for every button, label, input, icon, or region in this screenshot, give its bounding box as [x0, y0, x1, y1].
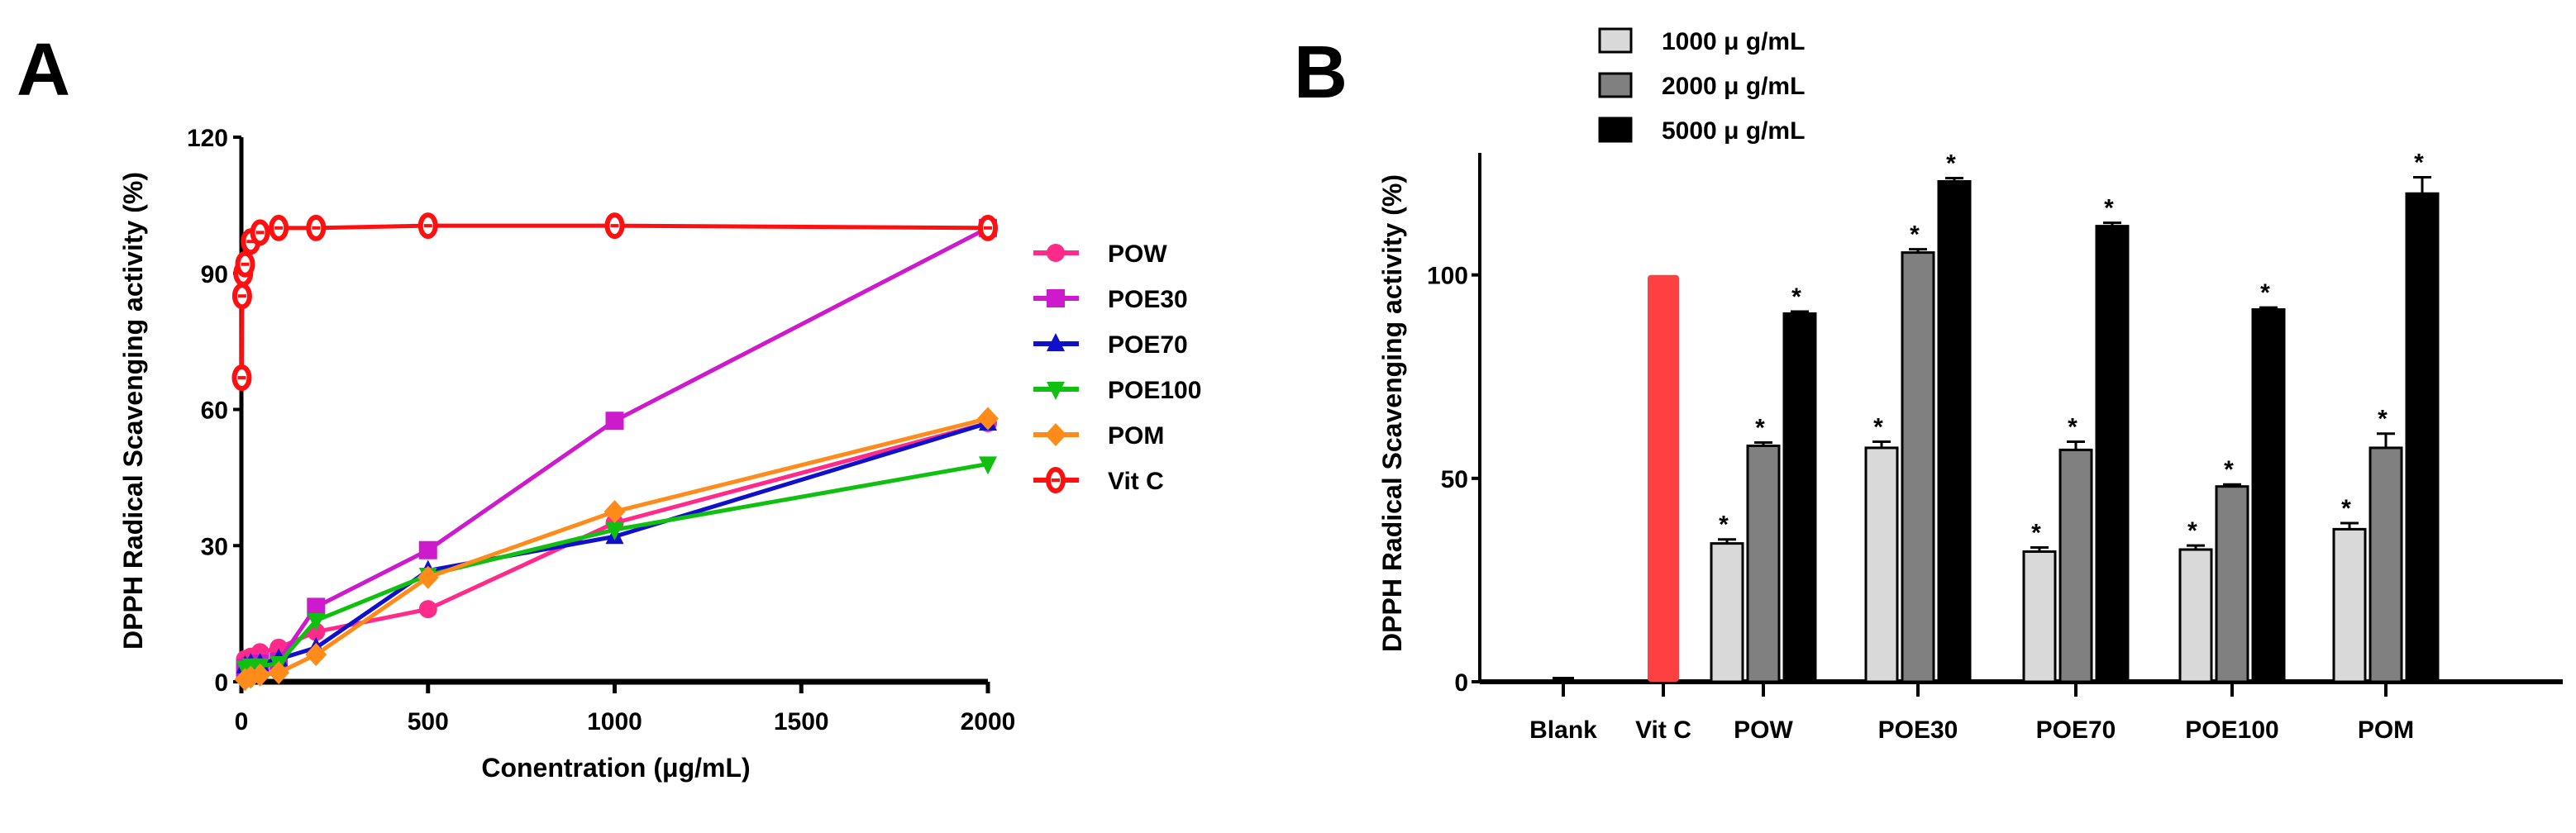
x-tick-label-a: 2000	[961, 708, 1016, 735]
category-label: Blank	[1529, 716, 1597, 744]
significance-star: *	[2068, 414, 2077, 441]
category-label: POM	[2358, 716, 2414, 744]
legend-marker	[1047, 289, 1065, 307]
data-point	[979, 456, 997, 475]
bar-2000	[2368, 446, 2403, 683]
data-point	[603, 500, 626, 524]
x-tick-label-a: 0	[235, 708, 249, 735]
y-tick-label-b: 50	[1441, 466, 1468, 493]
series-poe100	[236, 456, 997, 679]
bar-5000	[1782, 312, 1817, 683]
y-tick-label-b: 0	[1454, 669, 1468, 697]
y-tick-label-a: 30	[201, 533, 228, 560]
significance-star: *	[1873, 414, 1883, 441]
bar-5000	[2251, 308, 2286, 683]
bar-1000	[2178, 548, 2213, 683]
x-tick-label-a: 1000	[587, 708, 642, 735]
series-vit-c	[231, 212, 998, 392]
data-point	[605, 522, 624, 541]
significance-star: *	[1791, 283, 1801, 311]
x-axis-label-a: Conentration (μg/mL)	[481, 753, 750, 783]
data-point	[307, 612, 326, 631]
series-line	[244, 461, 989, 670]
y-tick-label-a: 120	[187, 125, 228, 152]
significance-star: *	[2031, 520, 2041, 547]
bar-1000	[1710, 542, 1744, 683]
bar-5000	[2405, 192, 2440, 683]
data-point	[268, 661, 290, 685]
significance-star: *	[2104, 195, 2114, 222]
legend-swatch	[1598, 72, 1633, 98]
significance-star: *	[2187, 517, 2197, 545]
bar-1000	[2332, 527, 2367, 683]
bar-2000	[2058, 448, 2093, 683]
significance-star: *	[2378, 406, 2388, 433]
legend-marker	[1047, 382, 1065, 400]
legend-label: 2000 μ g/mL	[1662, 73, 1805, 100]
legend-swatch	[1598, 117, 1633, 143]
legend-label: Vit C	[1108, 468, 1164, 495]
significance-star: *	[1755, 415, 1765, 442]
significance-star: *	[1910, 221, 1920, 249]
data-point	[307, 597, 326, 616]
data-point	[417, 565, 439, 589]
legend-label: POW	[1108, 240, 1167, 268]
bar-chart-b: DPPH Radical Scavenging activity (%) 0 50…	[1377, 27, 2563, 744]
legend-marker	[1047, 333, 1065, 351]
significance-star: *	[2260, 279, 2270, 307]
data-point	[249, 663, 271, 687]
significance-star: *	[1946, 150, 1956, 178]
legend-marker	[1045, 423, 1066, 446]
category-label: POE70	[2036, 716, 2116, 744]
data-point	[418, 540, 437, 559]
bar-blank	[1548, 679, 1579, 682]
y-tick-label-a: 60	[201, 397, 228, 425]
category-label: Vit C	[1635, 716, 1691, 744]
y-tick-label-a: 90	[201, 261, 228, 288]
y-tick-label-a: 0	[214, 669, 228, 697]
data-point	[605, 412, 624, 431]
legend-label: POE30	[1108, 286, 1188, 313]
legend-label: POE100	[1108, 377, 1201, 404]
data-point	[977, 407, 999, 431]
category-label: POE100	[2185, 716, 2278, 744]
series-line	[244, 421, 989, 669]
significance-star: *	[2341, 495, 2351, 522]
panel-label-a: A	[17, 29, 70, 112]
bar-vit-c	[1648, 274, 1679, 682]
bar-1000	[1864, 446, 1899, 683]
legend-label: 1000 μ g/mL	[1662, 28, 1805, 55]
x-tick-label-a: 500	[408, 708, 449, 735]
legend-label: POM	[1108, 422, 1164, 450]
bar-2000	[1746, 444, 1781, 683]
data-point	[305, 643, 327, 667]
y-axis-label-b: DPPH Radical Scavenging activity (%)	[1377, 174, 1407, 652]
significance-star: *	[2414, 150, 2424, 177]
bar-1000	[2022, 550, 2057, 683]
bar-5000	[2095, 225, 2130, 683]
data-point	[418, 600, 437, 619]
line-chart-a: DPPH Radical Scavenging activity (%) Con…	[118, 125, 1201, 783]
bar-2000	[1901, 251, 1935, 683]
legend-label: POE70	[1108, 331, 1188, 359]
legend-swatch	[1598, 27, 1633, 54]
y-tick-label-b: 100	[1427, 263, 1468, 290]
series-line	[239, 223, 989, 378]
series-pom	[234, 407, 999, 692]
x-tick-label-a: 1500	[774, 708, 829, 735]
significance-star: *	[2224, 456, 2234, 483]
bar-5000	[1937, 179, 1972, 683]
panel-label-b: B	[1294, 31, 1348, 114]
bar-2000	[2215, 485, 2249, 683]
significance-star: *	[1719, 512, 1729, 539]
legend-label: 5000 μ g/mL	[1662, 117, 1805, 145]
legend-marker	[1047, 244, 1065, 262]
y-axis-label-a: DPPH Radical Scavenging activity (%)	[118, 172, 148, 650]
category-label: POW	[1734, 716, 1793, 744]
category-label: POE30	[1878, 716, 1958, 744]
